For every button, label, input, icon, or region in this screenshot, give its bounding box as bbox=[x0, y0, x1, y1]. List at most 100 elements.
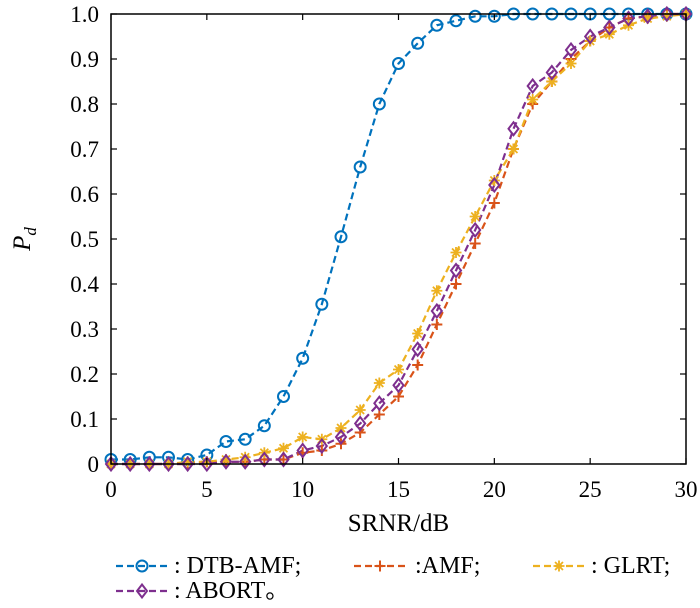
data-point-asterisk bbox=[469, 211, 481, 222]
y-tick-label: 0.3 bbox=[70, 317, 99, 342]
legend-label: : ABORT。 bbox=[174, 578, 289, 604]
legend-marker bbox=[135, 559, 149, 573]
data-point-diamond bbox=[143, 455, 156, 473]
data-point-circle bbox=[487, 9, 501, 23]
data-point-diamond bbox=[104, 455, 118, 473]
x-tick-label: 20 bbox=[483, 477, 506, 502]
data-point-circle bbox=[334, 230, 348, 244]
data-point-circle bbox=[449, 14, 463, 28]
data-point-asterisk bbox=[508, 143, 519, 155]
x-tick-label: 15 bbox=[387, 477, 410, 502]
data-point-diamond bbox=[123, 455, 137, 473]
y-tick-label: 0.9 bbox=[70, 47, 99, 72]
data-point-circle bbox=[315, 297, 329, 311]
y-tick-label: 0.7 bbox=[70, 137, 99, 162]
data-point-asterisk bbox=[450, 247, 462, 258]
data-point-plus bbox=[469, 238, 481, 249]
data-point-circle bbox=[219, 435, 233, 448]
data-point-asterisk bbox=[488, 175, 500, 186]
y-tick-label: 0.8 bbox=[70, 92, 99, 117]
data-point-circle bbox=[411, 36, 425, 50]
x-axis-label: SRNR/dB bbox=[348, 510, 449, 537]
x-tick-label: 30 bbox=[675, 477, 698, 502]
data-point-diamond bbox=[411, 341, 424, 358]
data-point-diamond bbox=[507, 120, 520, 137]
data-point-asterisk bbox=[412, 328, 424, 339]
data-point-diamond bbox=[334, 428, 348, 446]
data-point-diamond bbox=[238, 453, 252, 470]
data-point-circle bbox=[353, 160, 367, 174]
data-point-diamond bbox=[488, 176, 501, 194]
legend-item: : DTB-AMF; bbox=[116, 553, 301, 579]
data-point-circle bbox=[430, 18, 444, 32]
data-point-diamond bbox=[277, 451, 290, 468]
y-axis-label: Pd bbox=[9, 227, 40, 252]
y-axis-label-main: P bbox=[9, 236, 36, 252]
data-point-circle bbox=[296, 351, 310, 365]
data-point-circle bbox=[372, 97, 386, 111]
data-point-diamond bbox=[468, 221, 482, 239]
data-point-diamond bbox=[353, 415, 367, 432]
data-point-diamond bbox=[622, 10, 635, 27]
legend-item: : GLRT; bbox=[533, 553, 670, 579]
legend-label: :AMF; bbox=[415, 553, 480, 579]
data-point-diamond bbox=[258, 451, 271, 468]
y-tick-label: 0.4 bbox=[70, 272, 99, 297]
data-point-asterisk bbox=[373, 377, 385, 389]
data-point-diamond bbox=[449, 262, 463, 279]
data-point-circle bbox=[257, 419, 271, 433]
x-tick-labels: 0 5 10 15 20 25 30 bbox=[105, 477, 697, 502]
x-tick-label: 5 bbox=[201, 477, 213, 502]
data-point-asterisk bbox=[182, 456, 194, 468]
legend: : DTB-AMF; :AMF; : GLRT; : ABORT。 bbox=[116, 553, 670, 604]
data-point-asterisk bbox=[431, 285, 443, 297]
data-point-asterisk bbox=[393, 364, 404, 375]
data-point-diamond bbox=[526, 77, 539, 95]
data-point-diamond bbox=[564, 41, 578, 59]
data-point-diamond bbox=[392, 377, 405, 394]
y-tick-labels: 0 0.1 0.2 0.3 0.4 0.5 0.6 0.7 0.8 0.9 1.0 bbox=[70, 2, 99, 477]
x-tick-label: 0 bbox=[105, 477, 117, 502]
data-point-diamond bbox=[200, 455, 214, 473]
data-point-diamond bbox=[603, 19, 616, 36]
data-point-asterisk bbox=[546, 76, 558, 87]
data-point-diamond bbox=[430, 302, 444, 320]
y-tick-label: 0.2 bbox=[70, 362, 99, 387]
data-point-plus bbox=[278, 454, 289, 465]
legend-label: : GLRT; bbox=[591, 553, 670, 579]
data-point-diamond bbox=[660, 5, 674, 23]
data-point-asterisk bbox=[584, 35, 596, 47]
data-point-plus bbox=[412, 359, 424, 371]
data-point-asterisk bbox=[354, 404, 366, 416]
data-point-plus bbox=[488, 197, 500, 209]
data-point-asterisk bbox=[278, 442, 289, 454]
data-point-asterisk bbox=[565, 58, 577, 69]
data-point-circle bbox=[392, 57, 405, 70]
data-point-asterisk bbox=[220, 454, 232, 465]
data-point-plus bbox=[431, 319, 443, 330]
y-axis-label-subscript: d bbox=[21, 227, 40, 236]
legend-marker bbox=[135, 582, 149, 600]
data-point-asterisk bbox=[239, 451, 251, 463]
legend-item: :AMF; bbox=[354, 553, 480, 579]
data-point-circle bbox=[277, 390, 290, 403]
legend-item: : ABORT。 bbox=[116, 578, 289, 604]
legend-marker bbox=[374, 560, 386, 572]
data-point-diamond bbox=[373, 395, 386, 412]
y-tick-label: 0.1 bbox=[70, 407, 99, 432]
data-point-diamond bbox=[545, 64, 559, 81]
plot-markers bbox=[104, 5, 693, 473]
data-point-diamond bbox=[162, 455, 175, 473]
y-tick-label: 0.6 bbox=[70, 182, 99, 207]
x-tick-label: 25 bbox=[579, 477, 602, 502]
axis-ticks bbox=[110, 13, 687, 465]
data-point-diamond bbox=[181, 455, 194, 473]
data-point-asterisk bbox=[527, 94, 539, 105]
y-tick-label: 1.0 bbox=[70, 2, 99, 27]
data-point-diamond bbox=[219, 453, 233, 470]
data-point-circle bbox=[468, 9, 482, 23]
data-point-diamond bbox=[315, 437, 329, 455]
x-tick-label: 10 bbox=[291, 477, 314, 502]
data-point-diamond bbox=[296, 442, 309, 459]
